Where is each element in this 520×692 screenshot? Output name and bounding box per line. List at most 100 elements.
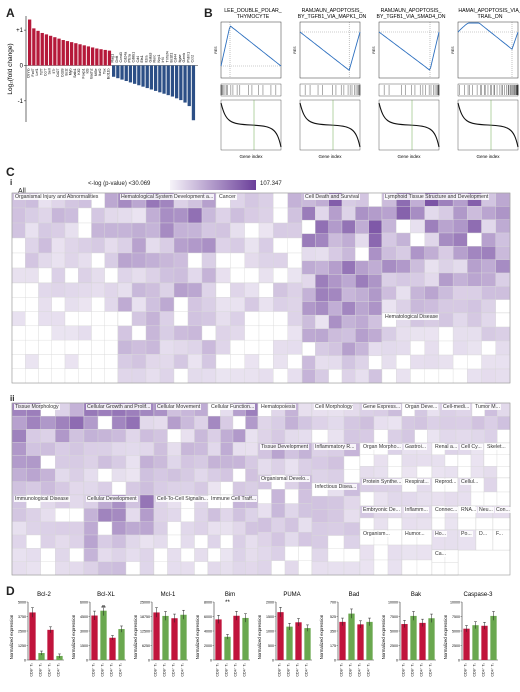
- b-es-curve: [299, 31, 361, 72]
- treemap-cell: [91, 297, 105, 312]
- treemap-cell: [467, 272, 482, 287]
- treemap-cell: [51, 237, 66, 254]
- treemap-cell: [424, 246, 440, 260]
- treemap-cell: [38, 267, 52, 284]
- treemap-cell: [40, 455, 56, 469]
- treemap-cell: [139, 455, 155, 469]
- d-y-label: Normalized expression: [381, 614, 386, 659]
- treemap-cell: [368, 328, 383, 343]
- treemap-cell: [97, 442, 113, 456]
- treemap-cell: [410, 206, 425, 220]
- b-title-line1: LEE_DOUBLE_POLAR_: [224, 8, 281, 14]
- treemap-cell: [258, 325, 274, 341]
- d-tick-label: 10000: [388, 601, 398, 605]
- treemap-cell: [51, 368, 66, 384]
- treemap-cell: [298, 546, 313, 561]
- treemap-cell: [220, 442, 234, 456]
- treemap-cell: [410, 286, 425, 300]
- treemap-cell: [207, 548, 221, 562]
- treemap-cell: [481, 272, 496, 287]
- d-subplot: Bcl-XL Normalized expression 0 1500 3000 4500…: [71, 592, 126, 677]
- treemap-cell: [117, 368, 133, 384]
- a-bar: [103, 49, 107, 66]
- treemap-cell: [104, 297, 119, 312]
- treemap-cell: [69, 561, 85, 576]
- treemap-cell: [438, 272, 454, 287]
- treemap-cell: [201, 325, 217, 341]
- treemap-cell: [467, 312, 482, 328]
- treemap-cell: [51, 311, 66, 327]
- treemap-cell: [11, 548, 27, 562]
- treemap-cell: [232, 429, 246, 443]
- treemap-cell: [145, 267, 161, 284]
- d-tick-label: 2000: [266, 601, 274, 605]
- d-subplot: Caspase-3 Normalized expression 0 2500 5000 7…: [443, 592, 498, 677]
- d-category-label: CD8⁺ Tₒ: [349, 662, 353, 676]
- a-gene-label: Bcl2: [64, 68, 68, 75]
- treemap-cell: [287, 207, 303, 224]
- treemap-cell: [125, 521, 141, 536]
- treemap-cell: [483, 466, 498, 479]
- treemap-cell: [83, 534, 99, 549]
- treemap-cell: [139, 481, 155, 496]
- treemap-cell: [439, 416, 457, 430]
- treemap-cell: [481, 354, 496, 370]
- treemap-cell: [301, 206, 316, 221]
- b-es-curve: [457, 22, 519, 50]
- treemap-cell: [327, 495, 345, 510]
- treemap-cell: [117, 207, 133, 224]
- treemap-cell: [55, 508, 70, 522]
- d-bar: [472, 625, 479, 660]
- treemap-cell: [55, 534, 70, 549]
- treemap-category-label: F...: [495, 531, 504, 537]
- treemap-cell: [117, 325, 133, 341]
- treemap-cell: [373, 416, 389, 430]
- treemap-cell: [427, 429, 441, 444]
- treemap-cell: [431, 562, 446, 576]
- treemap-cell: [387, 416, 403, 430]
- treemap-cell: [187, 222, 203, 239]
- treemap-cell: [111, 481, 127, 496]
- treemap-cell: [153, 442, 168, 456]
- treemap-cell: [159, 297, 175, 312]
- treemap-cell: [220, 468, 234, 483]
- subpanel-ii: ii: [10, 394, 15, 403]
- treemap-cell: [341, 301, 356, 316]
- d-bar: [56, 655, 63, 660]
- a-bar: [82, 45, 86, 66]
- d-subplot: Bad Normalized expression 0 175 350 525 700 CD8…: [319, 592, 374, 677]
- treemap-cell: [373, 491, 389, 507]
- treemap-cell: [207, 561, 221, 576]
- treemap-category-label: Organismal Injury and Abnormalities: [14, 194, 100, 200]
- treemap-cell: [315, 328, 329, 343]
- treemap-cell: [287, 368, 303, 384]
- treemap-cell: [69, 534, 85, 549]
- treemap-cell: [401, 544, 418, 561]
- treemap-cell: [153, 548, 168, 562]
- a-bar: [158, 65, 162, 93]
- treemap-cell: [91, 207, 105, 224]
- a-gene-label: Tcf7: [39, 68, 43, 75]
- treemap-cell: [481, 368, 496, 384]
- treemap-cell: [153, 508, 168, 522]
- treemap-cell: [410, 354, 425, 370]
- treemap-cell: [271, 531, 286, 547]
- d-y-label: Normalized expression: [71, 614, 76, 659]
- a-bar: [162, 65, 166, 94]
- b-rank-frame: [457, 99, 519, 151]
- treemap-cell: [131, 339, 147, 355]
- treemap-i-frame: [11, 192, 511, 384]
- treemap-cell: [69, 429, 85, 443]
- treemap-cell: [481, 340, 496, 356]
- treemap-cell: [381, 368, 397, 384]
- b-es-ylabel: RES: [372, 46, 376, 54]
- treemap-cell: [287, 339, 303, 355]
- treemap-cell: [481, 206, 496, 220]
- treemap-cell: [438, 206, 454, 220]
- b-title-line2: TRAIL_DN: [477, 14, 502, 20]
- treemap-cell: [230, 252, 245, 269]
- treemap-cell: [387, 559, 403, 576]
- treemap-cell: [97, 521, 113, 536]
- treemap-cell: [481, 219, 496, 234]
- d-bar: [277, 612, 284, 660]
